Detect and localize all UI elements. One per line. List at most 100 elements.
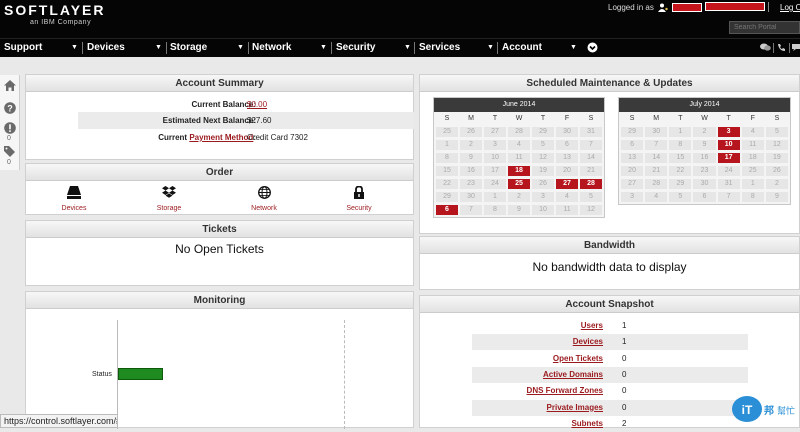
calendar-day-maintenance[interactable]: 17: [717, 153, 740, 163]
calendar-day[interactable]: 30: [460, 192, 482, 202]
calendar-day[interactable]: 12: [765, 140, 788, 150]
tag-icon[interactable]: [4, 146, 16, 157]
nav-network[interactable]: Network: [252, 42, 292, 53]
help-icon[interactable]: ?: [4, 102, 16, 114]
calendar-day[interactable]: 5: [669, 192, 692, 202]
calendar-day[interactable]: 26: [532, 179, 554, 189]
chat-icon[interactable]: [760, 43, 771, 52]
calendar-day[interactable]: 30: [693, 179, 716, 189]
chevron-down-icon[interactable]: ▼: [320, 44, 327, 51]
snapshot-link[interactable]: Open Tickets: [552, 353, 603, 363]
home-icon[interactable]: [4, 80, 16, 91]
calendar-day[interactable]: 4: [741, 127, 764, 137]
calendar-day-maintenance[interactable]: 3: [717, 127, 740, 137]
calendar-day[interactable]: 27: [621, 179, 644, 189]
calendar-day[interactable]: 8: [484, 205, 506, 215]
calendar-day[interactable]: 21: [580, 166, 602, 176]
chevron-down-icon[interactable]: ▼: [487, 44, 494, 51]
snapshot-link[interactable]: Private Images: [546, 402, 603, 412]
calendar-day[interactable]: 8: [741, 192, 764, 202]
calendar-day[interactable]: 17: [484, 166, 506, 176]
calendar-day[interactable]: 2: [765, 179, 788, 189]
chevron-down-icon[interactable]: ▼: [404, 44, 411, 51]
nav-account[interactable]: Account: [502, 42, 542, 53]
order-security[interactable]: Security: [329, 185, 389, 212]
order-network[interactable]: Network: [234, 186, 294, 212]
calendar-day[interactable]: 6: [621, 140, 644, 150]
chevron-down-icon[interactable]: ▼: [237, 44, 244, 51]
calendar-day[interactable]: 25: [741, 166, 764, 176]
nav-security[interactable]: Security: [336, 42, 376, 53]
calendar-day-maintenance[interactable]: 6: [436, 205, 458, 215]
calendar-day[interactable]: 3: [484, 140, 506, 150]
calendar-day[interactable]: 13: [556, 153, 578, 163]
calendar-day[interactable]: 4: [508, 140, 530, 150]
calendar-day[interactable]: 16: [460, 166, 482, 176]
calendar-day[interactable]: 20: [556, 166, 578, 176]
calendar-day[interactable]: 29: [532, 127, 554, 137]
calendar-day[interactable]: 24: [717, 166, 740, 176]
calendar-day[interactable]: 26: [765, 166, 788, 176]
calendar-day[interactable]: 31: [717, 179, 740, 189]
username-redacted[interactable]: [671, 3, 702, 12]
nav-devices[interactable]: Devices: [87, 42, 125, 53]
calendar-day[interactable]: 28: [508, 127, 530, 137]
calendar-day[interactable]: 7: [645, 140, 668, 150]
calendar-day[interactable]: 4: [645, 192, 668, 202]
order-devices[interactable]: Devices: [44, 186, 104, 212]
nav-storage[interactable]: Storage: [170, 42, 208, 53]
snapshot-link[interactable]: Subnets: [571, 418, 603, 428]
order-storage[interactable]: Storage: [139, 186, 199, 212]
phone-icon[interactable]: [777, 43, 786, 52]
calendar-day[interactable]: 15: [669, 153, 692, 163]
calendar-day[interactable]: 8: [669, 140, 692, 150]
calendar-day-maintenance[interactable]: 28: [580, 179, 602, 189]
alert-icon[interactable]: [4, 122, 16, 134]
calendar-day[interactable]: 21: [645, 166, 668, 176]
calendar-day[interactable]: 2: [693, 127, 716, 137]
calendar-day[interactable]: 30: [556, 127, 578, 137]
calendar-day[interactable]: 14: [580, 153, 602, 163]
calendar-day[interactable]: 26: [460, 127, 482, 137]
calendar-day[interactable]: 10: [484, 153, 506, 163]
calendar-day[interactable]: 22: [669, 166, 692, 176]
calendar-day[interactable]: 2: [508, 192, 530, 202]
calendar-day[interactable]: 29: [621, 127, 644, 137]
snapshot-link[interactable]: Users: [580, 321, 603, 330]
nav-support[interactable]: Support: [4, 42, 43, 53]
calendar-day[interactable]: 18: [741, 153, 764, 163]
calendar-day-maintenance[interactable]: 18: [508, 166, 530, 176]
status-bar[interactable]: [118, 368, 163, 380]
calendar-day[interactable]: 27: [484, 127, 506, 137]
calendar-day[interactable]: 5: [580, 192, 602, 202]
calendar-day[interactable]: 3: [532, 192, 554, 202]
calendar-day[interactable]: 24: [484, 179, 506, 189]
calendar-day[interactable]: 12: [580, 205, 602, 215]
calendar-day[interactable]: 9: [460, 153, 482, 163]
calendar-day[interactable]: 1: [484, 192, 506, 202]
calendar-day[interactable]: 4: [556, 192, 578, 202]
snapshot-link[interactable]: DNS Forward Zones: [526, 386, 603, 396]
calendar-day[interactable]: 6: [693, 192, 716, 202]
calendar-day[interactable]: 9: [508, 205, 530, 215]
current-balance-link[interactable]: $0.00: [247, 100, 268, 109]
calendar-day[interactable]: 13: [621, 153, 644, 163]
calendar-day[interactable]: 3: [621, 192, 644, 202]
calendar-day[interactable]: 19: [765, 153, 788, 163]
calendar-day[interactable]: 7: [717, 192, 740, 202]
calendar-day[interactable]: 11: [508, 153, 530, 163]
calendar-day[interactable]: 22: [436, 179, 458, 189]
calendar-day[interactable]: 9: [765, 192, 788, 202]
calendar-day[interactable]: 29: [669, 179, 692, 189]
snapshot-link[interactable]: Devices: [572, 337, 603, 347]
search-input[interactable]: [729, 21, 800, 34]
account-redacted[interactable]: [705, 2, 765, 11]
chevron-circle-down-icon[interactable]: [587, 42, 598, 53]
calendar-day[interactable]: 14: [645, 153, 668, 163]
calendar-day[interactable]: 16: [693, 153, 716, 163]
calendar-day-maintenance[interactable]: 25: [508, 179, 530, 189]
calendar-day[interactable]: 23: [460, 179, 482, 189]
calendar-day[interactable]: 5: [532, 140, 554, 150]
calendar-day[interactable]: 29: [436, 192, 458, 202]
calendar-day[interactable]: 28: [645, 179, 668, 189]
